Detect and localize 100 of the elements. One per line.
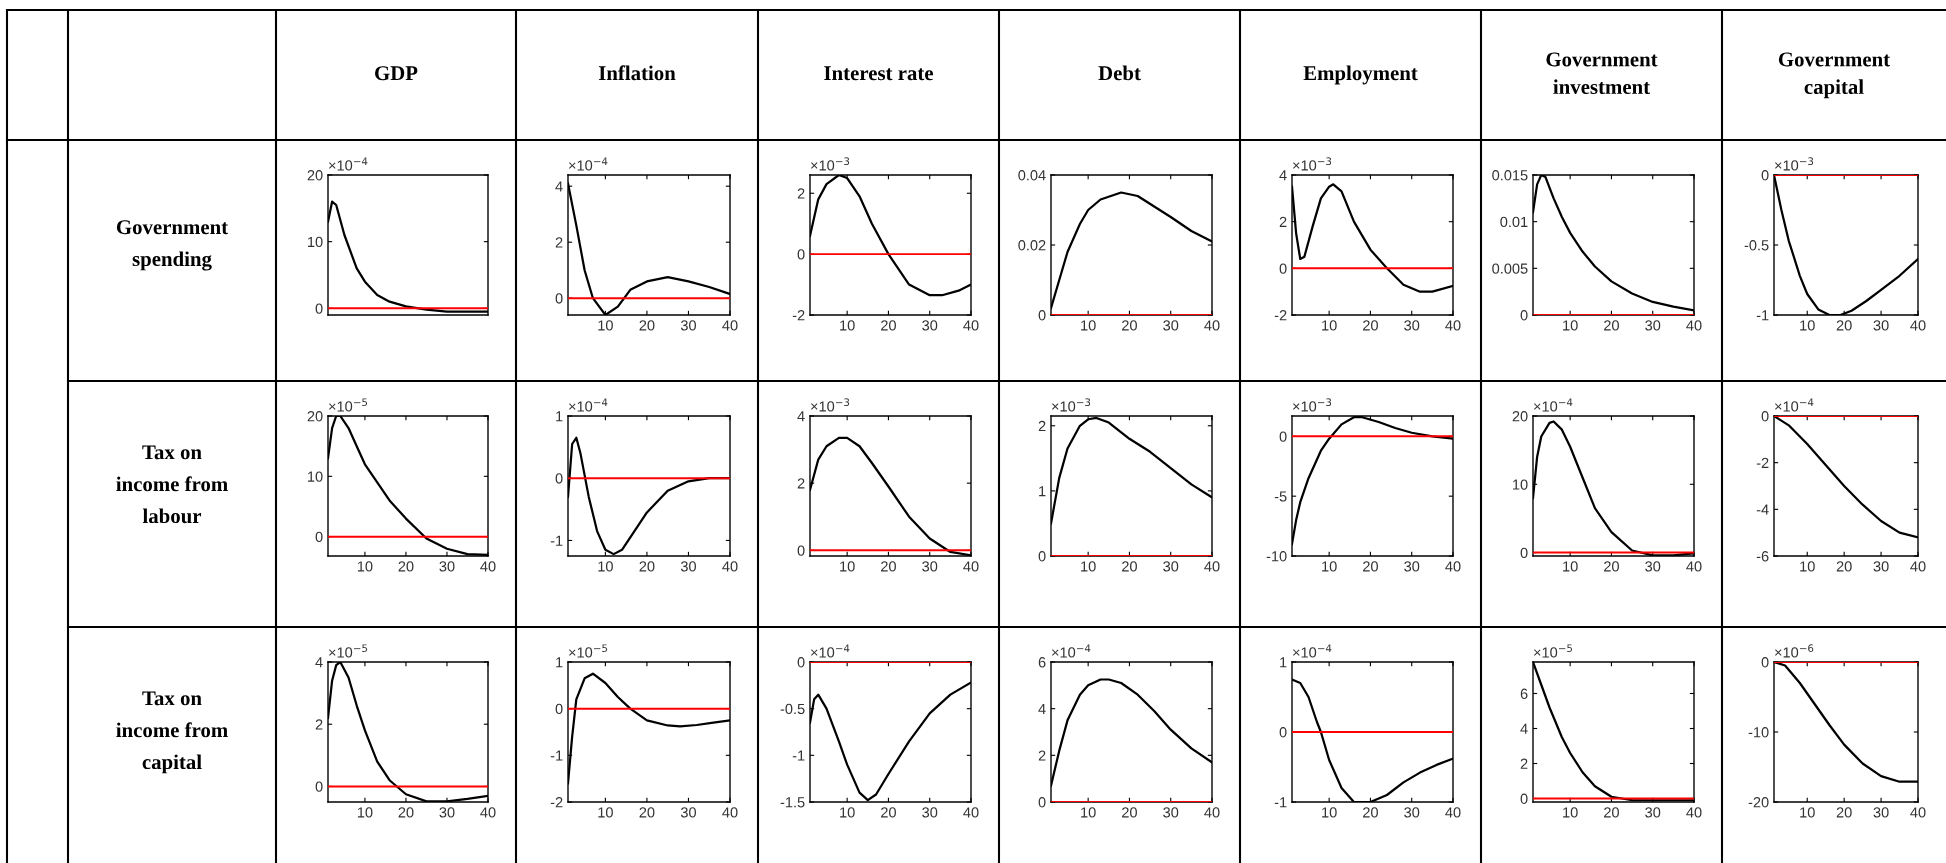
y-tick-label: -0.5 [1744,240,1769,251]
chart-title: Debt [1098,65,1141,81]
x-tick-label: 40 [1204,807,1220,818]
y-tick-label: -1 [1756,310,1769,321]
y-tick-label: 4 [1520,723,1528,734]
y-tick-label: 0 [1279,263,1287,274]
y-tick-label: 0 [315,303,323,314]
y-tick-label: 0 [315,531,323,543]
y-tick-label: -1 [550,535,563,546]
x-tick-label: 40 [722,320,738,331]
x-tick-label: 20 [1122,561,1137,572]
text: ×10$^{−4}$ [1052,644,1091,658]
x-tick-label: 40 [480,561,496,572]
x-tick-label: 20 [1604,561,1619,572]
y-tick-label: 0 [1038,551,1046,562]
x-tick-label: 20 [639,320,655,331]
y-tick-label: 0 [797,657,805,668]
y-tick-label: -1 [1274,797,1287,808]
y-tick-label: 0.01 [1500,216,1528,228]
y-tick-label: 4 [555,181,563,192]
x-tick-label: 10 [1563,561,1578,572]
y-tick-label: 0 [1761,657,1769,668]
text: ×10$^{−3}$ [811,157,850,171]
text: ×10$^{−5}$ [329,644,368,658]
x-tick-label: 10 [1800,561,1815,572]
x-tick-label: 10 [1081,561,1096,572]
y-tick-label: 2 [1520,758,1528,769]
y-tick-label: 4 [797,411,805,422]
x-tick-label: 20 [1363,561,1378,572]
y-tick-label: -1.5 [780,797,805,808]
x-tick-label: 10 [1563,320,1578,331]
y-tick-label: 0 [555,473,563,484]
x-tick-label: 30 [680,320,696,331]
x-tick-label: 40 [1204,320,1220,331]
y-tick-label: 1 [556,411,563,422]
text: ×10$^{−4}$ [1293,644,1332,658]
x-tick-label: 30 [922,320,938,331]
x-tick-label: 20 [881,320,896,331]
y-tick-label: 0.015 [1492,170,1528,181]
x-tick-label: 40 [1910,561,1926,572]
y-tick-label: 2 [555,237,563,248]
x-tick-label: 20 [1122,320,1137,331]
text: ×10$^{−3}$ [1052,398,1091,412]
x-tick-label: 10 [598,320,613,331]
x-tick-label: 20 [1836,561,1852,572]
x-tick-label: 20 [1604,320,1619,331]
x-tick-label: 20 [639,807,655,818]
y-tick-label: 0 [797,249,805,260]
y-tick-label: -1 [550,750,563,761]
y-tick-label: 0.005 [1492,263,1528,274]
x-tick-label: 30 [1404,320,1420,331]
y-tick-label: 2 [315,719,323,730]
y-tick-label: 0 [1520,547,1528,559]
x-tick-label: 20 [398,561,414,572]
y-tick-label: 6 [1520,688,1528,699]
y-tick-label: 0.04 [1018,170,1046,181]
y-tick-label: 20 [307,170,323,181]
x-tick-label: 10 [1322,320,1337,331]
y-tick-label: -6 [1756,551,1769,562]
x-tick-label: 10 [840,561,855,572]
y-axis-title: Tax on income from labour [116,445,228,524]
x-tick-label: 10 [357,561,373,572]
x-tick-label: 20 [881,561,896,572]
text: ×10$^{−3}$ [811,398,850,412]
x-tick-label: 40 [1686,320,1702,331]
x-tick-label: 30 [439,807,455,818]
y-tick-label: 0 [1038,310,1046,321]
y-tick-label: 0 [1279,727,1287,738]
y-tick-label: -10 [1266,551,1287,562]
y-tick-label: 0.02 [1018,240,1046,251]
y-tick-label: 10 [308,471,323,482]
y-tick-label: 20 [307,411,323,422]
y-tick-label: -2 [550,797,563,808]
x-tick-label: 10 [598,561,613,572]
x-tick-label: 40 [1910,320,1926,331]
y-tick-label: -1 [792,750,805,761]
x-tick-label: 20 [1836,320,1852,331]
x-tick-label: 40 [963,807,979,818]
x-tick-label: 20 [1836,807,1852,818]
x-tick-label: 30 [1163,320,1179,331]
x-tick-label: 30 [1404,807,1420,818]
y-tick-label: 1 [556,657,563,668]
y-tick-label: 0 [797,545,805,556]
y-axis-title: Tax on income from capital [116,691,228,774]
y-tick-label: 1 [1039,486,1046,497]
x-tick-label: 40 [963,561,979,572]
x-tick-label: 30 [1873,320,1889,331]
y-tick-label: -10 [1748,727,1769,738]
y-tick-label: 0 [1279,431,1287,442]
x-tick-label: 20 [1122,807,1137,818]
chart-title: Inflation [598,65,676,81]
y-tick-label: 2 [1038,750,1046,761]
x-tick-label: 40 [1445,807,1461,818]
y-tick-label: 2 [1038,420,1046,432]
text: ×10$^{−4}$ [569,398,608,412]
text: ×10$^{−4}$ [1534,398,1573,412]
chart-title: Interest rate [824,66,934,81]
x-tick-label: 30 [680,807,696,818]
y-tick-label: 2 [1279,216,1287,227]
chart-title: Employment [1303,65,1418,85]
